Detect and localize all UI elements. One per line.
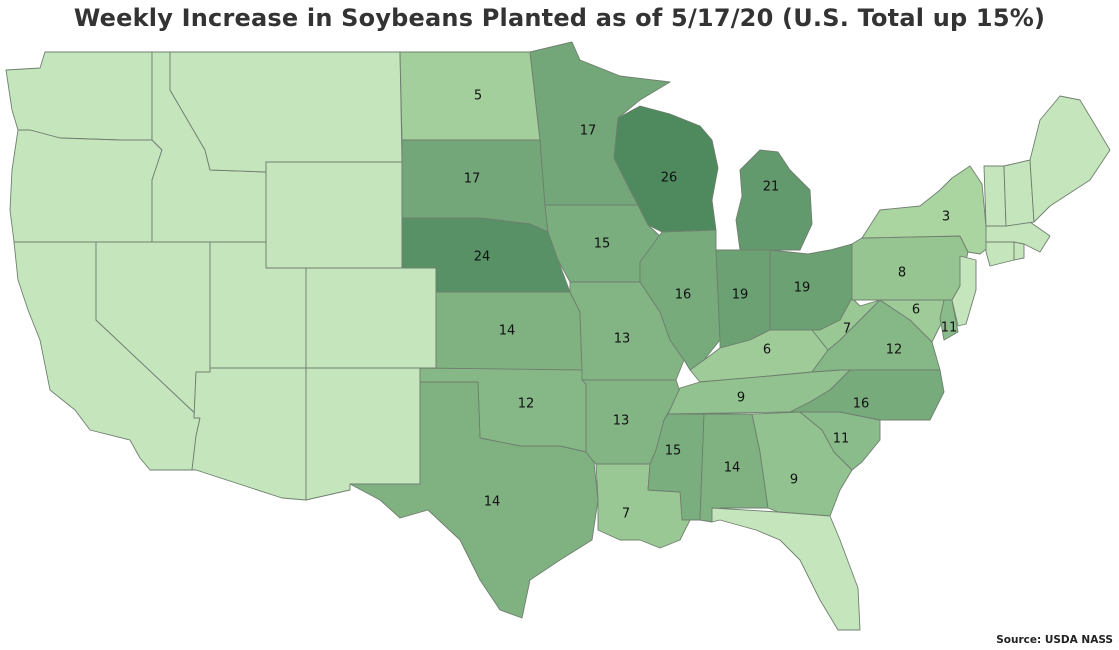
- value-label-mo: 13: [614, 332, 631, 347]
- value-label-de: 11: [941, 321, 958, 336]
- state-ny[interactable]: [861, 165, 991, 255]
- state-nm[interactable]: [305, 367, 421, 501]
- state-nc[interactable]: [789, 369, 945, 421]
- state-nh[interactable]: [1003, 159, 1035, 227]
- state-il[interactable]: [639, 229, 721, 371]
- state-wi[interactable]: [613, 105, 719, 233]
- state-co[interactable]: [305, 267, 437, 369]
- state-wa[interactable]: [5, 51, 153, 141]
- value-label-ia: 15: [594, 237, 611, 252]
- value-label-wv: 7: [843, 322, 851, 337]
- state-md[interactable]: [879, 299, 953, 343]
- value-label-ne: 24: [474, 250, 491, 265]
- value-label-ky: 6: [763, 343, 771, 358]
- state-fl[interactable]: [711, 507, 861, 631]
- value-label-va: 12: [886, 343, 903, 358]
- value-label-ms: 15: [665, 444, 682, 459]
- state-oh[interactable]: [769, 243, 853, 331]
- value-label-wi: 26: [661, 171, 678, 186]
- value-label-ga: 9: [790, 473, 798, 488]
- state-or[interactable]: [9, 129, 163, 243]
- source-note: Source: USDA NASS: [996, 634, 1113, 646]
- state-vt[interactable]: [983, 165, 1007, 227]
- map-title: Weekly Increase in Soybeans Planted as o…: [73, 4, 1046, 32]
- state-ri[interactable]: [1013, 241, 1025, 261]
- state-nd[interactable]: [399, 51, 541, 141]
- value-label-la: 7: [622, 507, 630, 522]
- value-label-pa: 8: [898, 266, 906, 281]
- value-label-sc: 11: [833, 432, 850, 447]
- state-me[interactable]: [1029, 95, 1111, 223]
- state-ma[interactable]: [985, 221, 1051, 253]
- value-label-nc: 16: [853, 397, 870, 412]
- value-label-mn: 17: [580, 124, 597, 139]
- value-label-ok: 12: [518, 397, 535, 412]
- value-label-md: 6: [912, 303, 920, 318]
- value-label-ny: 3: [942, 210, 950, 225]
- value-label-nd: 5: [474, 89, 482, 104]
- value-label-tx: 14: [484, 495, 501, 510]
- value-label-ks: 14: [499, 324, 516, 339]
- state-nj[interactable]: [951, 255, 977, 327]
- state-de[interactable]: [939, 299, 959, 341]
- value-label-mi: 21: [763, 180, 780, 195]
- value-label-il: 16: [675, 288, 692, 303]
- state-mi[interactable]: [735, 149, 813, 251]
- state-ne[interactable]: [401, 217, 571, 293]
- value-label-sd: 17: [464, 172, 481, 187]
- value-label-in: 19: [732, 288, 749, 303]
- state-wv[interactable]: [799, 297, 881, 351]
- state-tx[interactable]: [349, 381, 599, 619]
- state-pa[interactable]: [851, 235, 969, 301]
- state-az[interactable]: [191, 367, 307, 501]
- state-ct[interactable]: [985, 241, 1015, 267]
- value-label-oh: 19: [794, 281, 811, 296]
- value-label-tn: 9: [737, 391, 745, 406]
- value-label-al: 14: [724, 461, 741, 476]
- state-wy[interactable]: [265, 161, 403, 269]
- value-label-ar: 13: [613, 414, 630, 429]
